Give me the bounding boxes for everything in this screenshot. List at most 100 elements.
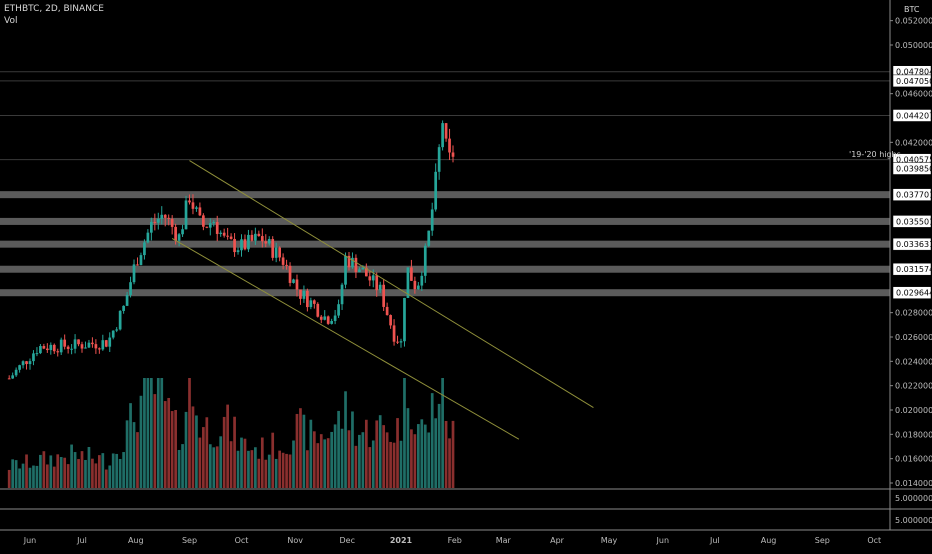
volume-bar xyxy=(91,458,94,488)
volume-bar xyxy=(195,415,198,488)
volume-bar xyxy=(94,463,98,488)
candle-body xyxy=(42,346,46,349)
candle-body xyxy=(312,300,316,304)
candle-body xyxy=(125,294,129,306)
candle-body xyxy=(420,275,424,286)
time-axis[interactable]: Jun Jul Aug Sep Oct Nov Dec 2021 Feb Mar Apr May Jun… xyxy=(23,536,881,545)
volume-bar xyxy=(406,408,410,488)
price-tick-label: 0.01800000 xyxy=(895,430,932,439)
candle-body xyxy=(21,361,25,366)
volume-bar xyxy=(288,454,292,488)
candle-body xyxy=(229,236,233,239)
level-band xyxy=(0,240,890,248)
volume-bar xyxy=(111,453,115,488)
candle-body xyxy=(430,209,434,231)
volume-bar xyxy=(354,445,358,488)
candle-body xyxy=(281,257,285,265)
level-price-label: 0.03363100 xyxy=(896,240,932,249)
volume-bar xyxy=(337,410,340,488)
volume-bar xyxy=(448,438,451,488)
candle-body xyxy=(285,264,288,266)
candle-body xyxy=(39,346,42,354)
candle-body xyxy=(56,351,60,353)
level-price-label: 0.03550100 xyxy=(896,217,932,226)
price-tick-label: 0.05200000 xyxy=(895,17,932,26)
volume-bar xyxy=(392,442,396,488)
volume-bar xyxy=(267,454,271,488)
volume-bar xyxy=(306,450,309,488)
volume-bar xyxy=(177,449,181,488)
volume-bar xyxy=(156,378,160,488)
volume-bar xyxy=(59,457,63,488)
candle-body xyxy=(28,361,32,365)
volume-bar xyxy=(97,455,101,488)
time-tick-label: Aug xyxy=(128,536,144,545)
volume-bar xyxy=(167,397,171,488)
price-axis[interactable]: BTC 0.05200000 0.05000000 0.04600000 0.04200… xyxy=(890,5,932,525)
level-price-label: 0.03157400 xyxy=(896,265,932,274)
candle-body xyxy=(73,339,77,349)
candle-body xyxy=(326,316,330,324)
candle-body xyxy=(451,152,455,157)
candle-body xyxy=(389,315,392,326)
volume-bar xyxy=(129,403,132,488)
volume-bar xyxy=(444,420,448,488)
time-tick-label: Jul xyxy=(76,536,87,545)
candle-body xyxy=(77,339,80,345)
level-price-box xyxy=(892,237,932,251)
volume-bar xyxy=(316,443,320,488)
candle-body xyxy=(170,218,174,227)
candle-body xyxy=(129,282,132,295)
level-price-label: 0.04780400 xyxy=(896,68,932,77)
price-tick-label: 0.04600000 xyxy=(895,90,932,99)
level-price-box xyxy=(892,74,932,88)
candle-body xyxy=(434,171,438,210)
pane-dividers xyxy=(0,0,932,531)
candle-body xyxy=(271,239,275,258)
candle-body xyxy=(316,303,320,317)
volume-bar xyxy=(323,439,327,488)
price-tick-label: 0.01400000 xyxy=(895,479,932,488)
time-tick-label: Sep xyxy=(815,536,830,545)
volume-bar xyxy=(278,450,281,488)
volume-bar xyxy=(153,394,157,488)
candle-body xyxy=(84,347,87,349)
candle-body xyxy=(177,234,181,241)
level-price-label: 0.04420700 xyxy=(896,111,932,120)
volume-bar xyxy=(340,428,344,488)
lower-pane-tick-label: 5.00000000 xyxy=(895,516,932,525)
candle-body xyxy=(32,353,35,362)
volume-bar xyxy=(410,429,413,488)
annotation: '19-'20 highs xyxy=(849,150,901,159)
volume-bar xyxy=(14,460,18,488)
candle-body xyxy=(382,284,386,307)
volume-bar xyxy=(132,422,136,488)
volume-bar xyxy=(49,455,53,488)
candle-body xyxy=(7,378,11,380)
candle-body xyxy=(97,348,101,350)
candle-body xyxy=(80,344,84,349)
candle-body xyxy=(139,255,143,266)
candle-body xyxy=(399,341,403,343)
candle-body xyxy=(118,310,122,330)
candle-body xyxy=(309,300,313,308)
candle-body xyxy=(108,337,112,347)
candle-body xyxy=(396,341,399,343)
lower-pane-tick-label: 5.00000000 xyxy=(895,494,932,503)
candle-body xyxy=(184,200,188,230)
volume-bar xyxy=(434,418,438,488)
volume-bar xyxy=(271,432,275,488)
volume-bar xyxy=(364,419,368,488)
volume-bar xyxy=(181,444,184,488)
candle-body xyxy=(136,264,139,266)
candle-body xyxy=(403,297,406,342)
volume-bar xyxy=(295,413,299,488)
volume-bar xyxy=(143,378,146,488)
candle-body xyxy=(448,138,451,153)
candle-body xyxy=(181,229,184,235)
price-tick-label: 0.02600000 xyxy=(895,333,932,342)
level-band xyxy=(0,289,890,297)
candle-body xyxy=(413,280,417,290)
volume-bar xyxy=(39,454,42,488)
